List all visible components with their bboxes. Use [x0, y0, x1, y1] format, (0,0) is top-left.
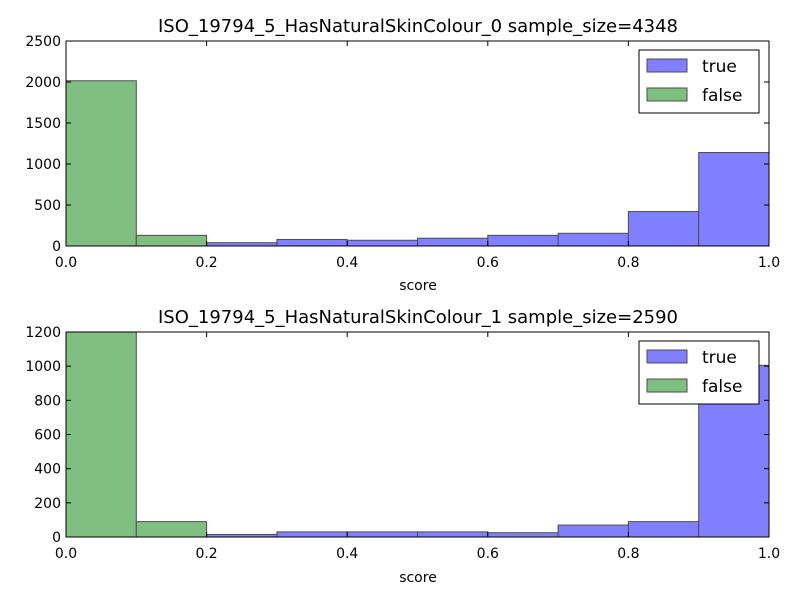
bar-false [135, 521, 208, 538]
y-tick-label: 400 [34, 462, 61, 478]
legend: true false [638, 340, 760, 405]
bar-true [276, 531, 348, 538]
y-tick-label: 0 [52, 239, 61, 255]
ticks-group: 0.0 0.2 0.4 0.6 0.8 1.0 0 500 1000 1500 2000 2500 [25, 34, 780, 271]
x-tick-label: 0.2 [195, 546, 217, 562]
bar-true [627, 211, 700, 247]
x-tick-label: 0.6 [477, 546, 499, 562]
bars-group [65, 80, 770, 247]
x-tick-label: 0.8 [617, 255, 639, 271]
x-tick-label: 1.0 [758, 255, 780, 271]
x-tick-label: 0.6 [477, 255, 499, 271]
y-tick-label: 2500 [25, 34, 61, 50]
y-tick-label: 0 [52, 530, 61, 546]
y-tick-label: 600 [34, 428, 61, 444]
legend: true false [638, 49, 760, 114]
y-tick-label: 1000 [25, 157, 61, 173]
subplot-1: ISO_19794_5_HasNaturalSkinColour_0 sampl… [25, 16, 780, 294]
bar-true [487, 532, 559, 538]
legend-swatch-false [646, 87, 688, 102]
bar-true [346, 239, 419, 247]
bar-false [65, 331, 137, 538]
plot-frame [65, 331, 770, 538]
plot-frame [65, 40, 770, 247]
x-axis-label: score [399, 278, 437, 294]
bar-true [417, 531, 489, 538]
x-tick-label: 1.0 [758, 546, 780, 562]
y-tick-label: 1000 [25, 359, 61, 375]
bar-true [557, 524, 629, 538]
bar-false [135, 234, 208, 247]
bar-true [698, 152, 770, 247]
subplot-2: ISO_19794_5_HasNaturalSkinColour_1 sampl… [25, 307, 780, 586]
y-tick-label: 1200 [25, 325, 61, 341]
x-axis-label: score [399, 570, 437, 586]
bar-false [65, 80, 137, 247]
bar-true [417, 237, 489, 247]
x-tick-label: 0.2 [195, 255, 217, 271]
x-tick-label: 0.0 [55, 546, 77, 562]
y-tick-label: 1500 [25, 116, 61, 132]
x-tick-label: 0.0 [55, 255, 77, 271]
chart-title: ISO_19794_5_HasNaturalSkinColour_1 sampl… [158, 307, 678, 328]
legend-swatch-true [646, 349, 688, 364]
legend-swatch-true [646, 58, 688, 73]
y-tick-label: 200 [34, 496, 61, 512]
y-tick-label: 2000 [25, 75, 61, 91]
bar-true [346, 531, 419, 538]
legend-label-true: true [702, 348, 737, 368]
bar-true [627, 521, 700, 538]
chart-title: ISO_19794_5_HasNaturalSkinColour_0 sampl… [158, 16, 678, 37]
x-tick-label: 0.8 [617, 546, 639, 562]
legend-label-true: true [702, 57, 737, 77]
legend-swatch-false [646, 378, 688, 393]
y-tick-label: 800 [34, 393, 61, 409]
x-tick-label: 0.4 [336, 546, 358, 562]
y-tick-label: 500 [34, 198, 61, 214]
legend-label-false: false [702, 377, 742, 397]
x-tick-label: 0.4 [336, 255, 358, 271]
legend-label-false: false [702, 86, 742, 106]
bar-true [487, 234, 559, 247]
bar-true [276, 238, 348, 247]
bar-true [557, 232, 629, 247]
